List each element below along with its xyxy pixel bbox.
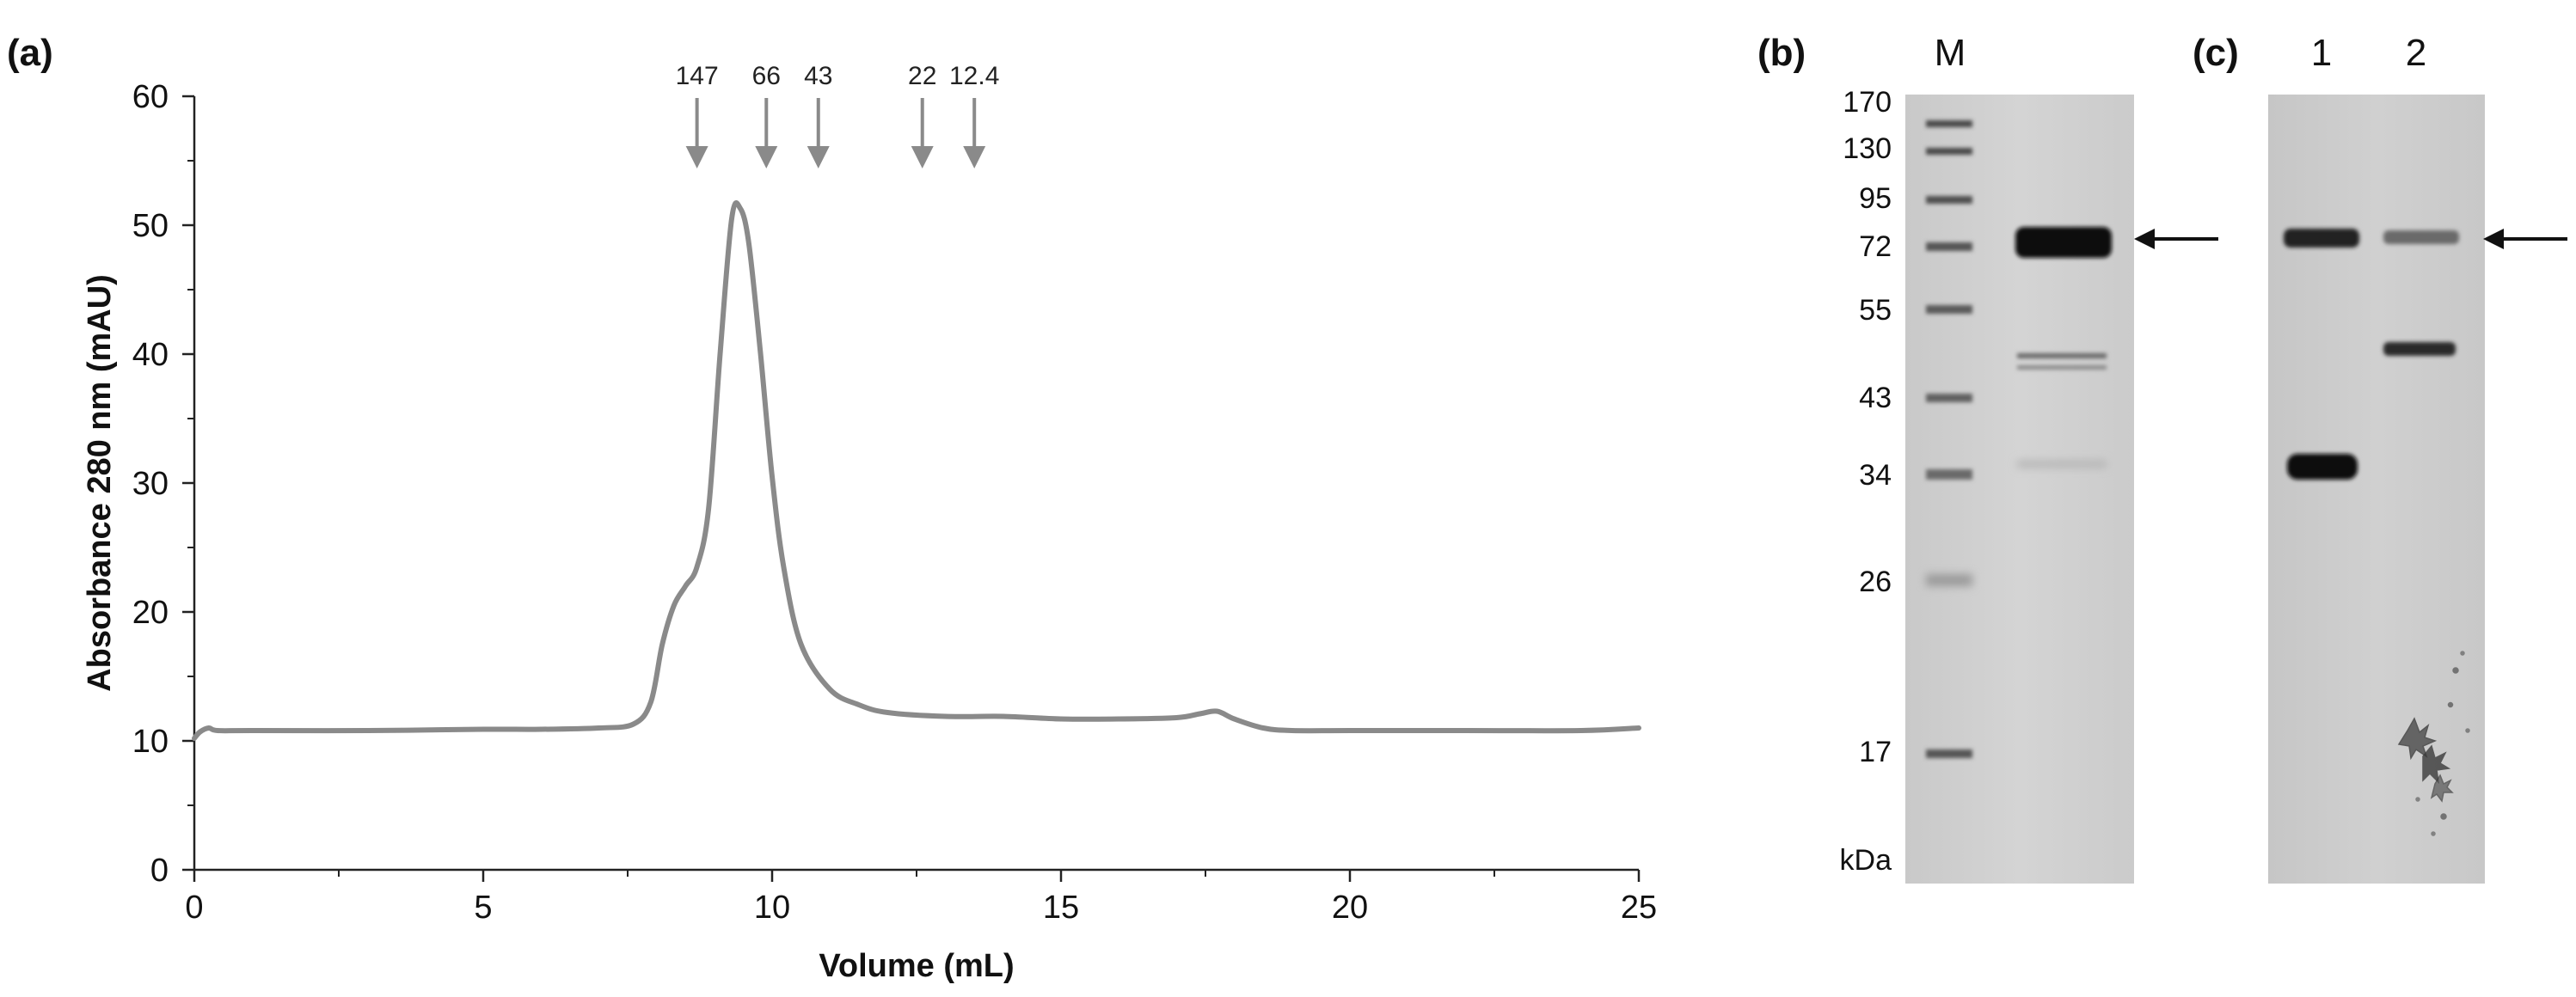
x-tick-label: 15 <box>1043 890 1079 926</box>
panel-label-b: (b) <box>1757 32 1806 74</box>
sample-band-faint <box>2017 461 2107 468</box>
gel-c <box>2268 95 2485 884</box>
y-tick-label: 0 <box>150 853 169 889</box>
y-tick-label: 40 <box>132 337 169 373</box>
gel-c-background <box>2268 95 2485 884</box>
x-tick-label: 20 <box>1332 890 1368 926</box>
sample-band-main <box>2015 227 2112 258</box>
mw-marker-label: 147 <box>676 62 719 90</box>
x-tick-label: 5 <box>474 890 492 926</box>
mw-label-55: 55 <box>1859 294 1892 327</box>
mw-marker-label: 12.4 <box>949 62 999 90</box>
x-tick-label: 25 <box>1621 890 1657 926</box>
y-tick-label: 50 <box>132 208 169 244</box>
gel-b-background <box>1905 95 2134 884</box>
y-axis-title: Absorbance 280 nm (mAU) <box>82 274 118 692</box>
band-arrow-c <box>2483 229 2567 249</box>
lane2-band-top <box>2383 230 2459 244</box>
mw-label-17: 17 <box>1859 736 1892 768</box>
ladder-band-72 <box>1926 242 1972 251</box>
mw-marker-arrow-22: 22 <box>908 62 936 168</box>
y-tick-label: 10 <box>132 724 169 760</box>
mw-marker-label: 66 <box>752 62 781 90</box>
lane2-band-middle <box>2383 342 2456 356</box>
ladder-band-170 <box>1926 120 1972 127</box>
panel-label-a: (a) <box>7 32 53 74</box>
mw-label-170: 170 <box>1843 86 1892 119</box>
lane-label-m: M <box>1935 32 1966 74</box>
ladder-band-17 <box>1926 749 1972 758</box>
panel-label-c: (c) <box>2193 32 2239 74</box>
mw-marker-label: 22 <box>908 62 936 90</box>
ladder-band-130 <box>1926 148 1972 155</box>
mw-marker-arrow-43: 43 <box>804 62 832 168</box>
mw-label-26: 26 <box>1859 566 1892 598</box>
series-line-chromatogram <box>192 200 1641 741</box>
lane1-band-top <box>2284 229 2359 248</box>
chromatogram-chart: 0 10 20 30 40 50 60 0 5 10 15 20 25 147 66 43 22 12.4 V… <box>82 62 1657 984</box>
lane-label-2: 2 <box>2406 32 2426 74</box>
mw-labels: 170 130 95 72 55 43 34 26 17 kDa <box>1840 86 1892 877</box>
y-tick-label: 30 <box>132 466 169 502</box>
blot-artifact <box>2397 651 2470 836</box>
gel-b <box>1905 95 2134 884</box>
lane-label-1: 1 <box>2311 32 2332 74</box>
mw-label-34: 34 <box>1859 459 1892 492</box>
sample-band-minor-2 <box>2017 365 2107 370</box>
sample-band-minor-1 <box>2017 353 2107 358</box>
mw-marker-arrow-12.4: 12.4 <box>949 62 999 168</box>
lane1-band-34 <box>2287 454 2358 480</box>
mw-unit-label: kDa <box>1840 844 1892 877</box>
mw-label-72: 72 <box>1859 230 1892 263</box>
mw-label-130: 130 <box>1843 132 1892 165</box>
ladder-band-95 <box>1926 196 1972 204</box>
ladder-band-55 <box>1926 305 1972 314</box>
x-axis-title: Volume (mL) <box>819 948 1014 984</box>
ladder-band-26 <box>1926 574 1972 586</box>
ladder-bands <box>1926 120 1972 758</box>
x-tick-label: 0 <box>185 890 203 926</box>
mw-label-95: 95 <box>1859 182 1892 215</box>
mw-marker-arrow-147: 147 <box>676 62 719 168</box>
ladder-band-43 <box>1926 394 1972 402</box>
y-tick-label: 60 <box>132 79 169 115</box>
y-tick-label: 20 <box>132 595 169 631</box>
mw-marker-arrow-66: 66 <box>752 62 781 168</box>
x-tick-label: 10 <box>754 890 790 926</box>
band-arrow-b <box>2134 229 2218 249</box>
mw-marker-label: 43 <box>804 62 832 90</box>
ladder-band-34 <box>1926 469 1972 480</box>
mw-label-43: 43 <box>1859 382 1892 414</box>
